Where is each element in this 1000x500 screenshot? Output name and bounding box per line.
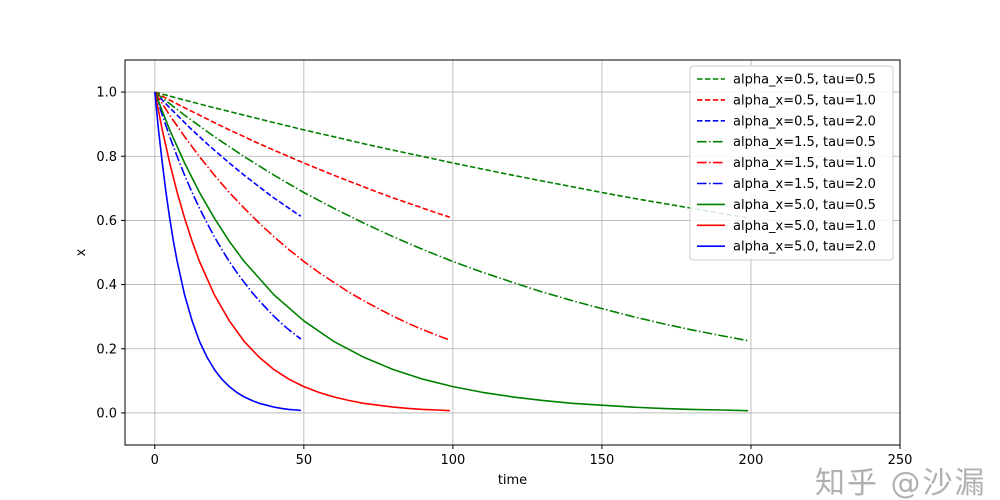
x-tick-label: 200 [739, 453, 764, 468]
y-tick-label: 1.0 [96, 86, 117, 101]
y-axis-label: x [74, 248, 89, 256]
x-tick-label: 50 [296, 453, 313, 468]
series-line [154, 91, 749, 342]
x-tick-label: 150 [590, 453, 615, 468]
y-tick-label: 0.0 [96, 406, 117, 421]
legend-label: alpha_x=0.5, tau=1.0 [733, 93, 876, 108]
legend-label: alpha_x=1.5, tau=0.5 [733, 135, 876, 150]
legend-label: alpha_x=5.0, tau=1.0 [733, 219, 876, 234]
series-line [154, 91, 451, 218]
legend-label: alpha_x=1.5, tau=1.0 [733, 156, 876, 171]
legend: alpha_x=0.5, tau=0.5 alpha_x=0.5, tau=1.0… [689, 65, 894, 261]
ticks: 0 50 100 150 200 250 0.0 0.2 0.4 0.6 0.8 1.0 [96, 86, 912, 468]
legend-label: alpha_x=1.5, tau=2.0 [733, 177, 876, 192]
legend-box [689, 65, 894, 261]
axes-frame [124, 59, 901, 446]
legend-label: alpha_x=0.5, tau=2.0 [733, 114, 876, 129]
watermark: 知乎 @沙漏 [815, 466, 987, 500]
series-line [154, 91, 451, 341]
series-lines [154, 91, 749, 412]
series-line [154, 91, 749, 412]
series-line [154, 91, 302, 340]
legend-label: alpha_x=5.0, tau=2.0 [733, 240, 876, 255]
legend-label: alpha_x=0.5, tau=0.5 [733, 73, 876, 88]
series-line [154, 91, 749, 219]
legend-label: alpha_x=5.0, tau=0.5 [733, 198, 876, 213]
y-tick-label: 0.8 [96, 150, 117, 165]
series-line [154, 91, 302, 217]
x-tick-label: 100 [440, 453, 465, 468]
x-tick-label: 250 [888, 453, 913, 468]
series-line [154, 91, 450, 412]
y-tick-label: 0.2 [96, 342, 117, 357]
series-line [154, 92, 301, 412]
y-tick-label: 0.4 [96, 278, 117, 293]
y-tick-label: 0.6 [96, 214, 117, 229]
x-tick-label: 0 [151, 453, 159, 468]
x-axis-label: time [498, 473, 527, 488]
